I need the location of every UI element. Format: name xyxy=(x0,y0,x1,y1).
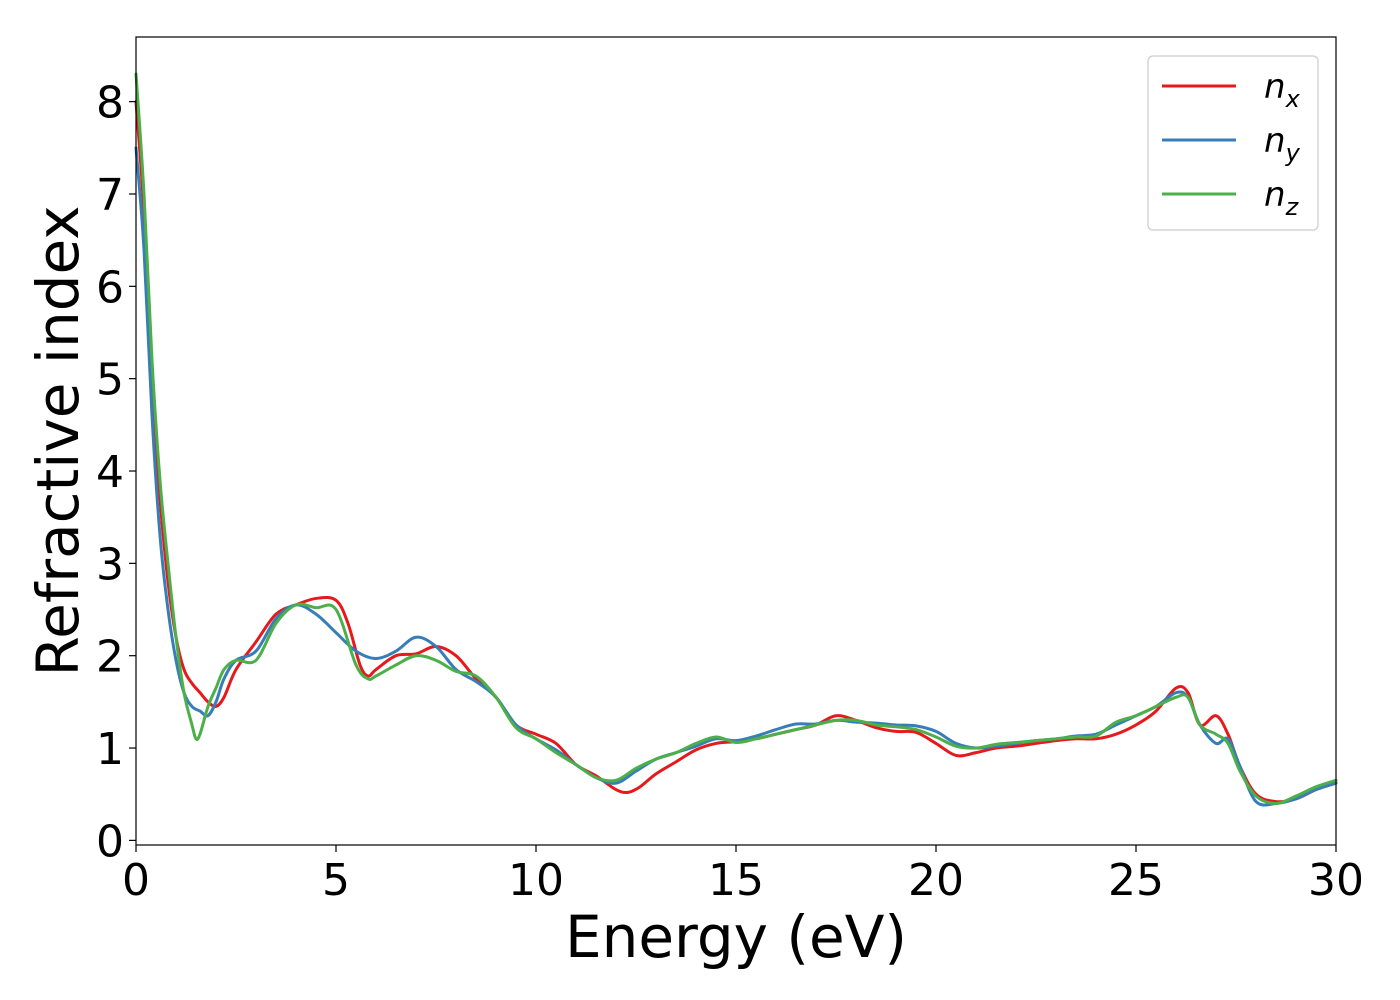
y-tick-label: 3 xyxy=(96,539,124,590)
x-tick-label: 0 xyxy=(122,855,150,906)
x-tick-label: 5 xyxy=(322,855,350,906)
y-tick-label: 1 xyxy=(96,724,124,775)
y-tick-label: 0 xyxy=(96,816,124,867)
legend-subscript-x: x xyxy=(1285,85,1301,113)
plot-lines xyxy=(134,72,1338,807)
legend-subscript-z: z xyxy=(1285,193,1300,221)
y-tick-label: 8 xyxy=(96,78,124,129)
y-tick-label: 2 xyxy=(96,632,124,683)
x-tick-label: 20 xyxy=(908,855,964,906)
y-tick-label: 5 xyxy=(96,355,124,406)
legend-subscript-y: y xyxy=(1285,139,1301,167)
series-line-x xyxy=(134,100,1338,804)
x-tick-label: 25 xyxy=(1108,855,1164,906)
x-tick-label: 10 xyxy=(508,855,564,906)
x-tick-label: 15 xyxy=(708,855,764,906)
y-tick-label: 4 xyxy=(96,447,124,498)
x-tick-label: 30 xyxy=(1308,855,1364,906)
series-line-z xyxy=(134,72,1338,805)
y-axis-ticks: 0 1 2 3 4 5 6 7 8 xyxy=(96,78,136,867)
legend-box xyxy=(1147,55,1319,231)
y-tick-label: 7 xyxy=(96,170,124,221)
x-axis-title: Energy (eV) xyxy=(565,903,907,971)
x-axis-ticks: 0 5 10 15 20 25 30 xyxy=(122,845,1364,906)
y-axis-title: Refractive index xyxy=(24,205,92,676)
legend-label-x: nx xyxy=(1264,67,1301,113)
y-tick-label: 6 xyxy=(96,262,124,313)
